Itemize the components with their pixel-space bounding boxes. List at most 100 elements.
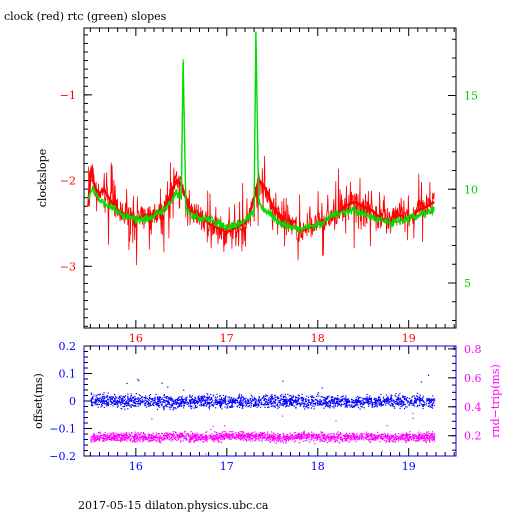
rnd-trip-point: [98, 435, 100, 437]
rnd-trip-point: [433, 437, 435, 439]
offset-point: [369, 395, 371, 397]
offset-point: [285, 401, 287, 403]
offset-point: [297, 398, 299, 400]
rnd-trip-point: [350, 437, 352, 439]
rnd-trip-point: [165, 435, 167, 437]
offset-point: [148, 395, 150, 397]
rnd-trip-point: [94, 433, 96, 436]
offset-point: [123, 396, 125, 398]
offset-point: [331, 398, 333, 400]
offset-point: [195, 405, 197, 407]
offset-point: [212, 395, 214, 397]
offset-point: [288, 399, 290, 401]
bottom-y-tick-label: −0.2: [49, 450, 76, 463]
offset-point: [114, 403, 117, 405]
offset-point: [152, 403, 154, 405]
rnd-trip-point: [433, 433, 435, 435]
rnd-trip-point: [112, 437, 114, 439]
offset-point: [208, 403, 210, 405]
offset-point: [279, 404, 281, 406]
rnd-trip-point: [115, 438, 117, 440]
rnd-trip-point: [301, 432, 303, 434]
offset-point: [245, 405, 247, 407]
offset-point: [185, 399, 187, 401]
rnd-trip-point: [368, 440, 370, 442]
offset-point: [122, 396, 124, 398]
offset-point: [214, 400, 216, 402]
offset-point: [312, 399, 314, 401]
offset-point: [152, 402, 154, 404]
rnd-trip-point: [148, 440, 150, 443]
rnd-trip-point: [271, 436, 273, 438]
offset-point: [131, 403, 133, 406]
offset-point: [391, 394, 393, 397]
offset-point: [222, 402, 225, 404]
offset-point: [402, 401, 404, 403]
offset-point: [277, 397, 279, 399]
rnd-trip-point: [251, 434, 253, 436]
rnd-trip-point: [321, 439, 323, 441]
offset-point: [208, 408, 210, 410]
offset-point: [176, 401, 178, 403]
rnd-trip-point: [365, 436, 367, 438]
offset-point: [285, 403, 287, 405]
offset-point: [300, 403, 302, 406]
offset-point: [200, 396, 202, 398]
offset-point: [179, 401, 181, 404]
offset-point: [245, 404, 247, 406]
offset-point: [317, 392, 320, 394]
rnd-trip-point: [263, 437, 265, 439]
rnd-trip-point: [309, 436, 311, 438]
rnd-trip-point: [387, 436, 390, 438]
rnd-trip-point: [230, 434, 232, 436]
offset-point: [326, 405, 329, 407]
rnd-trip-point: [190, 437, 192, 439]
rnd-trip-point: [279, 437, 281, 439]
rnd-trip-point: [418, 439, 420, 441]
rnd-trip-point: [202, 441, 204, 443]
rnd-trip-point: [209, 434, 211, 436]
offset-point: [210, 402, 212, 404]
rnd-trip-point: [261, 438, 263, 440]
offset-point: [229, 406, 231, 408]
offset-point: [274, 405, 276, 407]
offset-point: [124, 396, 126, 398]
rnd-trip-point: [341, 440, 343, 442]
offset-point: [429, 405, 431, 408]
offset-point: [153, 404, 155, 406]
offset-point: [416, 406, 418, 408]
rnd-trip-point: [290, 434, 292, 436]
rnd-trip-point: [350, 439, 352, 441]
rnd-trip-point: [273, 439, 275, 441]
rnd-trip-point: [216, 437, 218, 439]
offset-point: [306, 404, 308, 407]
offset-point: [270, 404, 272, 406]
rnd-trip-point: [124, 438, 126, 440]
rnd-trip-point: [254, 436, 256, 438]
offset-point: [112, 396, 114, 398]
offset-point: [290, 403, 292, 405]
rnd-trip-point: [120, 434, 122, 436]
rnd-trip-point: [206, 436, 208, 438]
offset-point: [279, 395, 282, 397]
offset-point: [327, 402, 329, 404]
offset-point: [316, 399, 318, 402]
rnd-trip-point: [336, 440, 338, 442]
rnd-trip-point: [208, 435, 210, 437]
rnd-trip-point: [400, 438, 402, 440]
offset-point: [414, 401, 416, 403]
offset-point: [234, 403, 236, 405]
rnd-trip-point: [404, 437, 406, 439]
offset-point: [325, 398, 327, 400]
rnd-trip-point: [185, 437, 187, 439]
offset-point: [134, 403, 137, 405]
offset-point: [340, 403, 343, 405]
offset-point: [366, 396, 368, 398]
rnd-trip-point: [113, 433, 115, 435]
rnd-trip-point: [313, 432, 315, 434]
rnd-trip-point: [323, 436, 325, 438]
offset-point: [369, 402, 371, 404]
offset-point: [194, 402, 196, 404]
rnd-trip-point: [354, 439, 356, 441]
rnd-trip-point: [172, 435, 174, 438]
